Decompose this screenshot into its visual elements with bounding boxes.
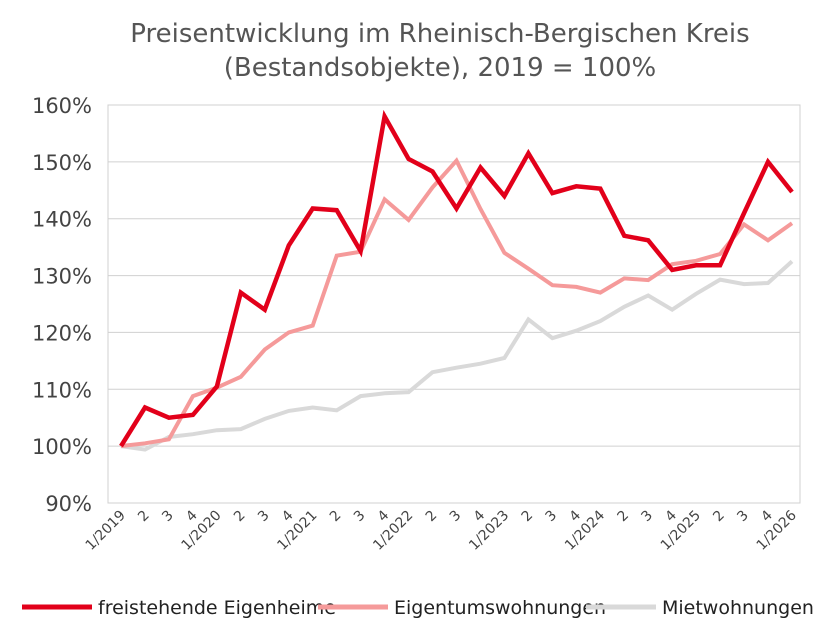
y-tick-label: 130%	[32, 265, 92, 289]
y-tick-label: 160%	[32, 94, 92, 118]
y-tick-label: 100%	[32, 435, 92, 459]
series-layer	[121, 116, 792, 449]
legend-label: freistehende Eigenheime	[98, 597, 336, 619]
x-tick-label: 2	[614, 508, 632, 526]
x-tick-label: 3	[638, 508, 656, 526]
series-line-3	[121, 261, 792, 449]
x-tick-label: 3	[734, 508, 752, 526]
legend: freistehende Eigenheime Eigentumswohnunge…	[22, 597, 814, 619]
y-axis-ticks: 90% 100% 110% 120% 130% 140% 150% 160%	[32, 94, 92, 516]
x-tick-label: 2	[231, 508, 249, 526]
x-tick-label: 3	[159, 508, 177, 526]
legend-label: Eigentumswohnungen	[394, 597, 606, 619]
x-tick-label: 2	[135, 508, 153, 526]
series-line-2	[121, 161, 792, 446]
x-tick-label: 2	[327, 508, 345, 526]
x-tick-label: 3	[351, 508, 369, 526]
series-line-1	[121, 116, 792, 446]
y-tick-label: 120%	[32, 321, 92, 345]
y-tick-label: 140%	[32, 208, 92, 232]
x-tick-label: 2	[519, 508, 537, 526]
legend-label: Mietwohnungen	[662, 597, 814, 619]
y-tick-label: 150%	[32, 151, 92, 175]
x-tick-label: 2	[423, 508, 441, 526]
chart-subtitle: (Bestandsobjekte), 2019 = 100%	[224, 53, 657, 83]
x-tick-label: 3	[543, 508, 561, 526]
chart-title: Preisentwicklung im Rheinisch-Bergischen…	[130, 19, 749, 49]
x-tick-label: 2	[710, 508, 728, 526]
x-tick-label: 3	[447, 508, 465, 526]
x-tick-label: 3	[255, 508, 273, 526]
y-tick-label: 90%	[45, 492, 92, 516]
y-tick-label: 110%	[32, 378, 92, 402]
